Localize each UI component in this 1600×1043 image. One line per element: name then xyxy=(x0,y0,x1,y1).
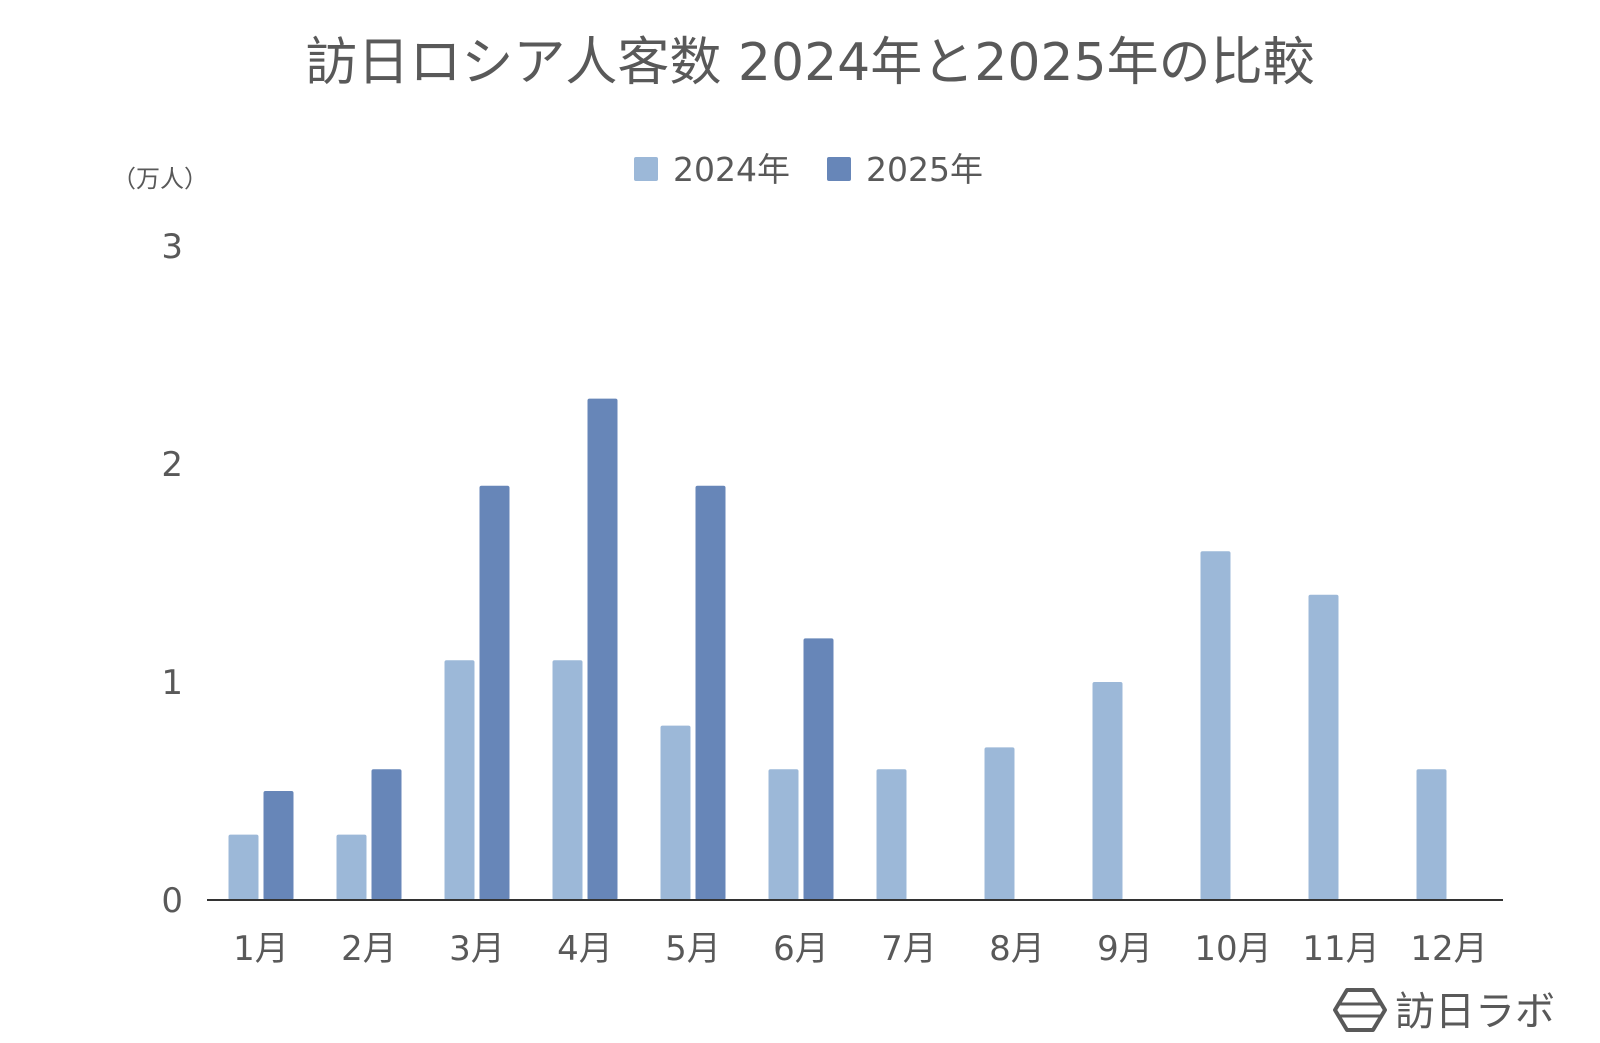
x-tick-label-8月: 8月 xyxy=(989,929,1045,969)
y-tick-label-0: 0 xyxy=(161,881,183,921)
brand-name: 訪日ラボ xyxy=(1395,989,1555,1035)
x-tick-label-1月: 1月 xyxy=(233,929,289,969)
bars xyxy=(228,398,1447,900)
x-axis-ticks: 1月 2月 3月 4月 5月 6月 7月 8月 9月 10月 11月 12月 xyxy=(233,929,1487,969)
bar-2024年-9月 xyxy=(1092,682,1123,900)
hexagon-logo-icon xyxy=(1333,988,1387,1032)
legend: 2024年 2025年 xyxy=(634,150,983,189)
bar-2024年-4月 xyxy=(552,660,583,900)
x-tick-label-10月: 10月 xyxy=(1194,929,1271,969)
y-tick-label-1: 1 xyxy=(161,663,183,703)
bar-2025年-6月 xyxy=(803,638,834,900)
x-tick-label-11月: 11月 xyxy=(1302,929,1379,969)
bar-2024年-6月 xyxy=(768,769,799,900)
bar-2025年-1月 xyxy=(263,791,294,900)
bar-2024年-7月 xyxy=(876,769,907,900)
x-tick-label-3月: 3月 xyxy=(449,929,505,969)
x-tick-label-4月: 4月 xyxy=(557,929,613,969)
x-tick-label-12月: 12月 xyxy=(1410,929,1487,969)
x-tick-label-9月: 9月 xyxy=(1097,929,1153,969)
bar-2024年-8月 xyxy=(984,747,1015,900)
y-tick-label-2: 2 xyxy=(161,445,183,485)
bar-2024年-11月 xyxy=(1308,594,1339,900)
legend-label-2024: 2024年 xyxy=(673,150,790,189)
y-axis-ticks: 0 1 2 3 xyxy=(161,227,183,921)
legend-label-2025: 2025年 xyxy=(866,150,983,189)
brand-logo: 訪日ラボ xyxy=(1333,988,1555,1035)
bar-2025年-3月 xyxy=(479,485,510,900)
bar-2024年-5月 xyxy=(660,725,691,900)
bar-2025年-5月 xyxy=(695,485,726,900)
y-tick-label-3: 3 xyxy=(161,227,183,267)
bar-2025年-4月 xyxy=(587,398,618,900)
legend-swatch-2024 xyxy=(634,157,658,181)
x-tick-label-5月: 5月 xyxy=(665,929,721,969)
y-axis-unit-label: （万人） xyxy=(112,165,208,193)
x-tick-label-2月: 2月 xyxy=(341,929,397,969)
bar-2024年-2月 xyxy=(336,834,367,900)
bar-2024年-10月 xyxy=(1200,551,1231,900)
chart-title: 訪日ロシア人客数 2024年と2025年の比較 xyxy=(305,33,1314,93)
legend-swatch-2025 xyxy=(827,157,851,181)
bar-2024年-3月 xyxy=(444,660,475,900)
bar-2025年-2月 xyxy=(371,769,402,900)
bar-2024年-1月 xyxy=(228,834,259,900)
bar-2024年-12月 xyxy=(1416,769,1447,900)
x-tick-label-7月: 7月 xyxy=(881,929,937,969)
x-tick-label-6月: 6月 xyxy=(773,929,829,969)
